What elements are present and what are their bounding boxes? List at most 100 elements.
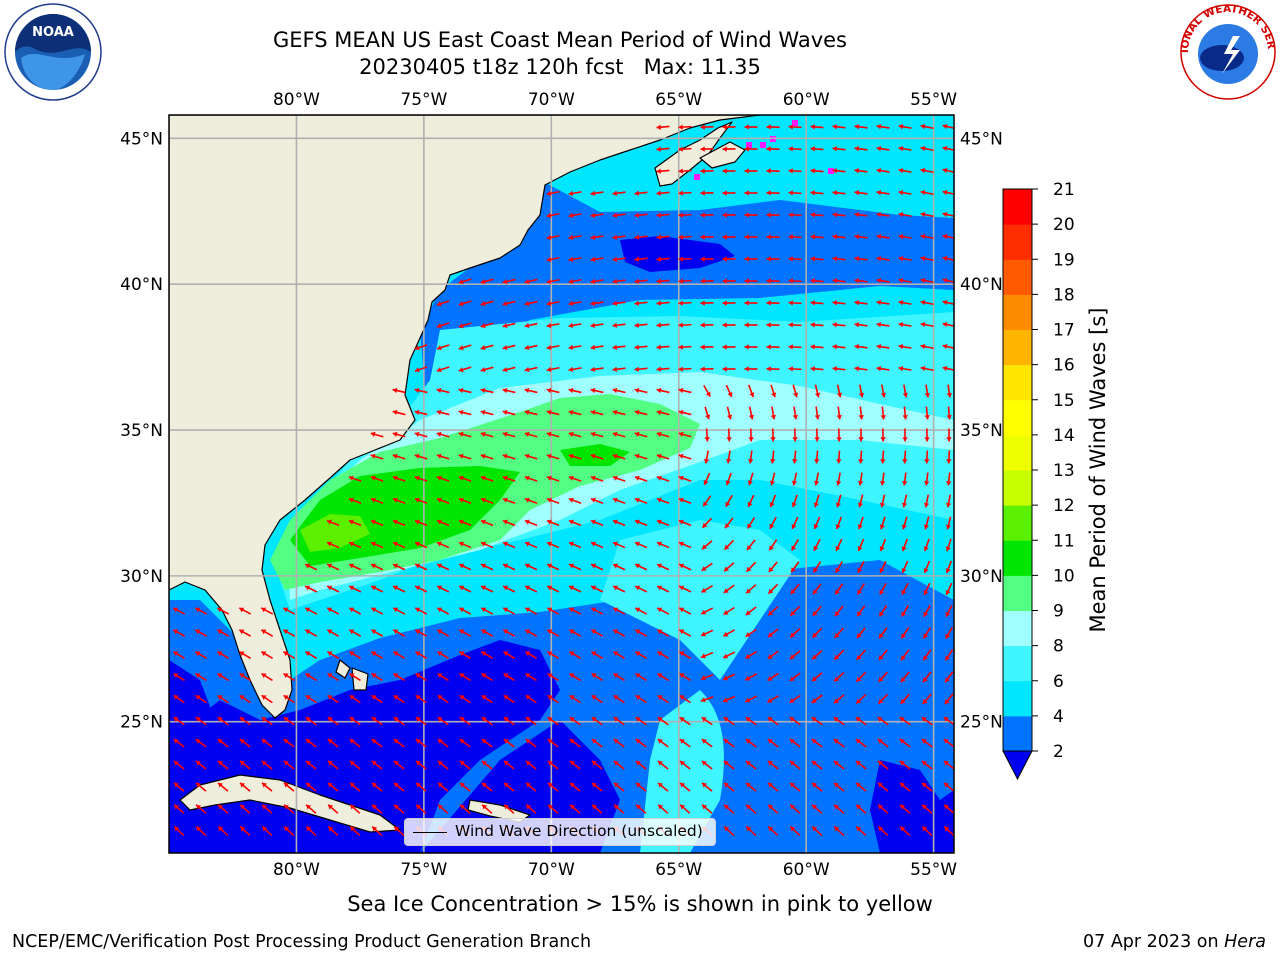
wind-arrow: [546, 541, 560, 549]
wind-arrow: [678, 519, 692, 527]
wind-arrow: [480, 300, 494, 307]
wind-arrow: [546, 585, 560, 593]
wind-arrow: [943, 825, 954, 837]
colorbar: 2 4 6 8 9 10 11 12 13 14 15 16 17 18 19 20 21: [1002, 180, 1075, 781]
wind-arrow: [788, 322, 802, 328]
wind-arrow: [612, 497, 626, 504]
wind-arrow: [195, 650, 207, 660]
wind-arrow: [811, 716, 823, 726]
wind-arrow: [744, 695, 758, 703]
wind-arrow: [766, 256, 780, 262]
wind-arrow: [832, 146, 846, 152]
wind-arrow: [634, 387, 648, 394]
wind-arrow: [855, 825, 867, 837]
wind-arrow: [348, 607, 362, 615]
wind-arrow: [569, 804, 581, 814]
wind-arrow: [612, 300, 626, 306]
wind-arrow: [813, 494, 820, 508]
wind-arrow: [525, 672, 537, 682]
wind-arrow: [879, 560, 887, 574]
wind-arrow: [635, 672, 647, 682]
wind-arrow: [880, 450, 886, 464]
wind-arrow: [945, 516, 952, 530]
wind-arrow: [612, 387, 626, 394]
wind-arrow: [349, 672, 361, 682]
wind-arrow: [789, 760, 801, 770]
wind-arrow: [836, 384, 843, 398]
wind-arrow: [568, 409, 582, 416]
wind-arrow: [305, 804, 317, 814]
wind-arrow: [942, 343, 954, 350]
wind-arrow: [854, 322, 868, 328]
wind-arrow: [392, 453, 406, 460]
wind-arrow: [678, 366, 692, 372]
wind-arrow: [502, 607, 516, 615]
wind-arrow: [920, 123, 934, 130]
wind-arrow: [745, 606, 757, 616]
wind-arrow: [722, 322, 736, 328]
wind-arrow: [612, 409, 626, 416]
colorbar-tick-label: 14: [1053, 426, 1075, 446]
wind-arrow: [261, 694, 273, 704]
wind-arrow: [195, 782, 207, 792]
lon-tick-top: 70°W: [528, 90, 575, 110]
wind-arrow: [810, 344, 824, 350]
wind-arrow: [745, 628, 757, 638]
wind-wave-arrows: [172, 123, 954, 837]
wind-arrow: [902, 384, 909, 398]
wind-arrow: [722, 234, 736, 240]
wind-arrow: [942, 123, 954, 130]
wind-arrow: [791, 516, 799, 530]
wind-arrow: [811, 650, 823, 660]
wind-arrow: [370, 563, 384, 571]
wind-arrow: [591, 804, 603, 814]
wind-arrow: [922, 693, 932, 705]
wind-arrow: [880, 472, 886, 486]
wind-arrow: [415, 694, 427, 704]
wind-arrow: [480, 607, 494, 615]
wind-arrow: [349, 825, 361, 837]
wind-arrow: [480, 387, 494, 394]
wind-arrow: [900, 627, 910, 639]
lat-tick-right: 35°N: [960, 421, 1003, 441]
wind-arrow: [920, 343, 934, 350]
wind-arrow: [813, 516, 821, 530]
wind-arrow: [700, 278, 714, 284]
wind-arrow: [766, 146, 780, 152]
lat-tick-left: 40°N: [120, 275, 163, 295]
wind-arrow: [701, 517, 713, 529]
wind-arrow: [524, 585, 538, 593]
wind-arrow: [722, 695, 736, 703]
wind-arrow: [656, 278, 670, 284]
wind-arrow: [657, 672, 669, 682]
wind-arrow: [876, 256, 890, 262]
wind-arrow: [678, 278, 692, 284]
wind-arrow: [173, 672, 185, 682]
wind-arrow: [458, 278, 472, 285]
wind-arrow: [726, 450, 732, 464]
wind-arrow: [634, 344, 648, 350]
wind-arrow: [725, 472, 732, 486]
wind-arrow: [726, 406, 733, 420]
wind-arrow: [792, 450, 798, 464]
wind-arrow: [723, 804, 735, 814]
wind-arrow: [744, 234, 758, 240]
wind-arrow: [415, 672, 427, 682]
wind-arrow: [789, 825, 801, 837]
wind-arrow: [923, 516, 930, 530]
wind-arrow: [679, 716, 691, 726]
wind-arrow: [657, 738, 669, 748]
wind-arrow: [393, 650, 405, 660]
wind-arrow: [744, 190, 758, 196]
wind-arrow: [769, 494, 777, 508]
wind-arrow: [945, 494, 952, 508]
colorbar-tick-label: 4: [1053, 707, 1064, 727]
wind-arrow: [327, 694, 339, 704]
wind-arrow: [612, 431, 626, 438]
wind-arrow: [877, 738, 889, 748]
wind-arrow: [788, 234, 802, 240]
wind-arrow: [480, 344, 494, 351]
wind-arrow: [480, 541, 494, 549]
wind-arrow: [392, 629, 406, 637]
wind-arrow: [261, 650, 273, 660]
